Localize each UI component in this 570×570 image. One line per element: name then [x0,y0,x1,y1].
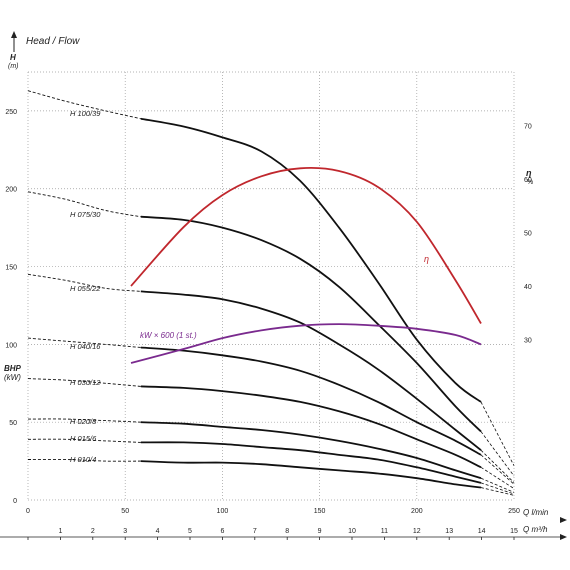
chart-title: Head / Flow [26,36,80,47]
curve-label: H 055/22 [70,284,101,293]
curve-kw-600-1-st [130,323,482,364]
curve-extension-h-020-8 [480,477,515,493]
curve-label: η [424,254,429,264]
axes [0,31,567,540]
curve-label: kW × 600 (1 st.) [140,331,197,340]
y-axis-unit: (m) [8,63,19,70]
curve-h-020-8 [140,421,482,480]
x2-tick-label: 4 [156,528,160,535]
x2-tick-label: 13 [445,528,453,535]
y-axis-arrow-head [11,31,17,38]
x-tick-label: 150 [314,508,326,515]
curve-extension-h-100-39 [480,401,515,466]
x-axis-unit: Q l/min [523,508,549,517]
labels: 0 50 100 150 200 250 30 40 50 60 70 0 50 100 150 200 250… [5,109,532,535]
curve-extension-h-015-6 [480,482,515,495]
x-tick-label: 0 [26,508,30,515]
curve-dashed-h-010-4 [27,458,141,462]
y-tick-label: 200 [5,187,17,194]
x2-tick-label: 7 [253,528,257,535]
x2-axis-unit: Q m³/h [523,525,548,534]
y-axis-symbol: H [10,53,16,62]
x2-tick-label: 3 [123,528,127,535]
x2-tick-label: 15 [510,528,518,535]
bhp-axis-unit: (kW) [4,373,21,382]
x2-tick-label: 6 [220,528,224,535]
x2-tick-label: 9 [318,528,322,535]
x2-tick-label: 8 [285,528,289,535]
y-tick-label: 150 [5,265,17,272]
curve-extension-h-040-16 [480,454,515,485]
curve-dashed-h-075-30 [27,191,141,218]
grid [27,71,515,501]
y-tick-label: 250 [5,109,17,116]
curve-dashed-h-040-16 [27,337,141,348]
y-tick-label: 50 [9,420,17,427]
eff-axis-unit: % [527,179,533,186]
curve-h-055-22 [140,290,482,451]
curve-extension-h-075-30 [480,431,515,477]
curve-h-040-16 [140,346,482,456]
curve-label: H 010/4 [70,455,96,464]
curve-label: H 075/30 [70,210,101,219]
x2-tick-label: 1 [58,528,62,535]
x2-tick-label: 5 [188,528,192,535]
curve-h-015-6 [140,441,482,484]
x2-axis-arrow-head [560,534,567,540]
x-tick-label: 250 [508,508,520,515]
eff-tick-label: 70 [524,124,532,131]
x-tick-label: 50 [121,508,129,515]
curve-h-100-39 [140,117,482,403]
x2-tick-label: 12 [413,528,421,535]
eff-tick-label: 40 [524,284,532,291]
eff-axis-symbol: η [526,168,532,178]
curve-extension-h-030-12 [480,466,515,489]
curve-h-010-4 [140,460,482,489]
curve-dashed-h-030-12 [27,378,141,387]
x2-tick-label: 14 [478,528,486,535]
curves [27,90,515,496]
eff-tick-label: 30 [524,338,532,345]
curve-eta [130,167,482,324]
x2-tick-label: 11 [381,528,388,535]
curve-dashed-h-020-8 [27,418,141,423]
curve-h-075-30 [140,215,482,433]
y-tick-label: 100 [5,342,17,349]
curve-label: H 100/39 [70,109,101,118]
curve-extension-h-055-22 [480,449,515,483]
curve-label: H 015/6 [70,434,97,443]
y-tick-label: 0 [13,498,17,505]
x-tick-label: 100 [217,508,229,515]
x2-tick-label: 2 [91,528,95,535]
bhp-axis-symbol: BHP [4,364,22,373]
curve-label: H 020/8 [70,417,97,426]
x-tick-label: 200 [411,508,423,515]
curve-label: H 030/12 [70,378,101,387]
eff-tick-label: 60 [524,177,532,184]
curve-label: H 040/16 [70,342,101,351]
x-axis-arrow-head [560,517,567,523]
curve-dashed-h-100-39 [27,90,141,120]
curve-dashed-h-015-6 [27,438,141,443]
curve-h-030-12 [140,385,482,469]
eff-tick-label: 50 [524,231,532,238]
x2-tick-label: 10 [348,528,356,535]
curve-dashed-h-055-22 [27,273,141,292]
curve-extension-h-010-4 [480,487,515,496]
